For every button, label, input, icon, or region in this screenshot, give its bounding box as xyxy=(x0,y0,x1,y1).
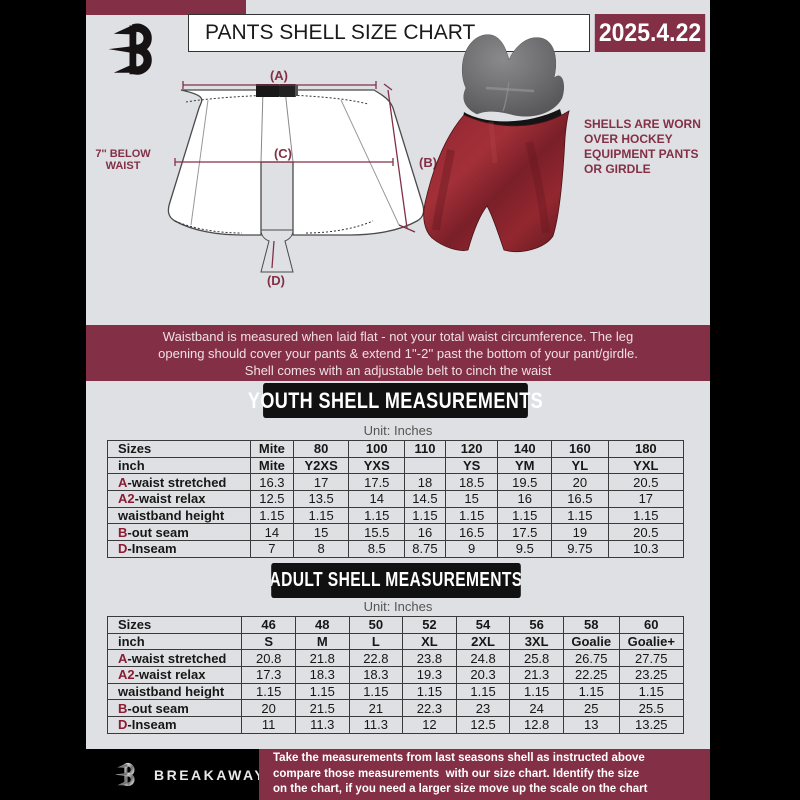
svg-text:WAIST: WAIST xyxy=(106,160,141,172)
svg-text:(B): (B) xyxy=(419,155,437,170)
svg-text:EQUIPMENT PANTS: EQUIPMENT PANTS xyxy=(584,147,698,161)
svg-text:7'' BELOW: 7'' BELOW xyxy=(95,148,151,160)
svg-text:SHELLS ARE WORN: SHELLS ARE WORN xyxy=(584,117,701,131)
svg-text:(C): (C) xyxy=(274,146,292,161)
svg-text:(A): (A) xyxy=(270,68,288,83)
svg-text:OVER HOCKEY: OVER HOCKEY xyxy=(584,132,673,146)
svg-text:OR GIRDLE: OR GIRDLE xyxy=(584,162,651,176)
svg-text:(D): (D) xyxy=(267,273,285,288)
